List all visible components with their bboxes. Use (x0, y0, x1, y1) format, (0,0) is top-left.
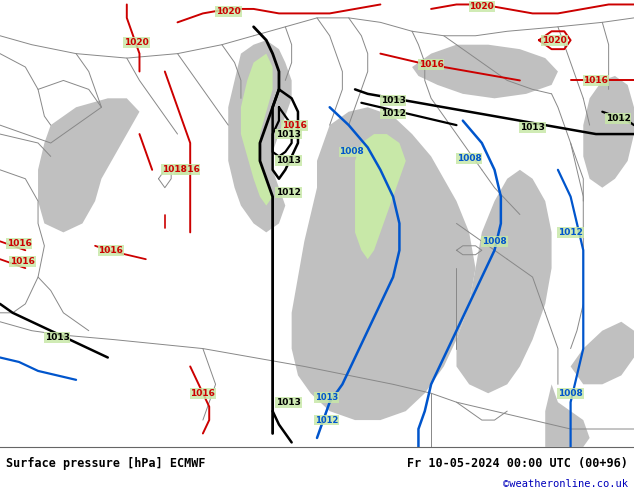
Text: 1016: 1016 (10, 257, 35, 266)
Text: 1012: 1012 (605, 114, 631, 123)
Text: 1016: 1016 (282, 121, 307, 130)
Text: 1016: 1016 (174, 165, 200, 174)
Text: 1020: 1020 (542, 36, 567, 45)
Text: 1016: 1016 (418, 60, 444, 69)
Text: Surface pressure [hPa] ECMWF: Surface pressure [hPa] ECMWF (6, 457, 206, 470)
Text: 1018: 1018 (162, 165, 187, 174)
Polygon shape (571, 322, 634, 384)
Text: 1016: 1016 (6, 239, 32, 248)
Polygon shape (412, 45, 558, 98)
Text: 1012: 1012 (558, 228, 583, 237)
Text: 1016: 1016 (98, 246, 124, 255)
Text: 1008: 1008 (339, 147, 365, 156)
Text: 1012: 1012 (380, 109, 406, 119)
Text: 1013: 1013 (276, 398, 301, 407)
Text: 1008: 1008 (482, 237, 507, 246)
Polygon shape (38, 98, 139, 232)
Text: 1013: 1013 (276, 156, 301, 166)
Text: 1013: 1013 (44, 333, 70, 342)
Text: 1016: 1016 (190, 389, 216, 398)
Polygon shape (545, 384, 590, 447)
Polygon shape (241, 53, 273, 206)
Text: 1013: 1013 (276, 129, 301, 139)
Text: 1016: 1016 (583, 76, 609, 85)
Text: ©weatheronline.co.uk: ©weatheronline.co.uk (503, 479, 628, 489)
Polygon shape (456, 170, 552, 393)
Text: 1020: 1020 (124, 38, 149, 47)
Text: 1013: 1013 (380, 96, 406, 105)
Text: 1008: 1008 (456, 154, 482, 163)
Text: 1013: 1013 (315, 393, 338, 402)
Text: 1012: 1012 (315, 416, 338, 424)
Text: 1020: 1020 (469, 2, 495, 11)
Text: 1012: 1012 (276, 188, 301, 196)
Text: 1008: 1008 (558, 389, 583, 398)
Polygon shape (355, 134, 406, 259)
Polygon shape (228, 40, 292, 232)
Polygon shape (583, 76, 634, 188)
Polygon shape (292, 107, 476, 420)
Text: 1020: 1020 (216, 7, 241, 16)
Text: Fr 10-05-2024 00:00 UTC (00+96): Fr 10-05-2024 00:00 UTC (00+96) (407, 457, 628, 470)
Text: 1013: 1013 (520, 123, 545, 132)
